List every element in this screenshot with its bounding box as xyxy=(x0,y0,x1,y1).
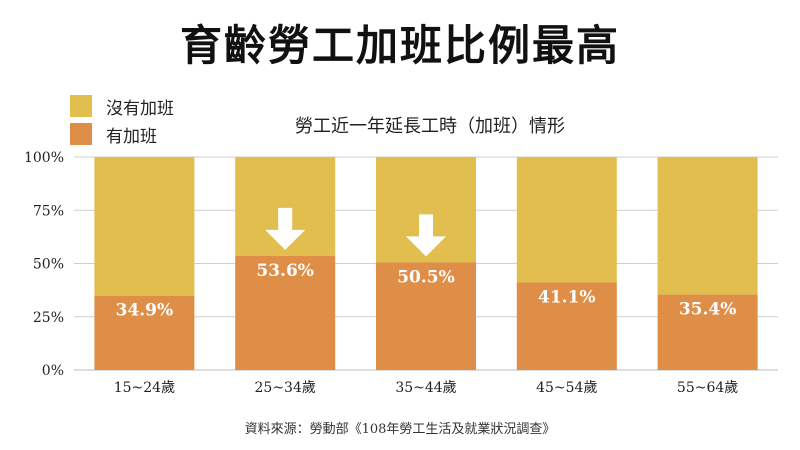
x-tick-label: 25~34歲 xyxy=(255,380,316,396)
bar-segment-no-overtime xyxy=(94,157,195,296)
y-tick-label: 50% xyxy=(33,257,64,273)
data-label: 34.9% xyxy=(116,301,174,321)
source-note: 資料來源：勞動部《108年勞工生活及就業狀況調查》 xyxy=(244,422,556,437)
bar-segment-overtime xyxy=(516,282,617,370)
legend-label-overtime: 有加班 xyxy=(106,126,157,147)
legend-item-overtime: 有加班 xyxy=(70,120,174,148)
x-tick-label: 45~54歲 xyxy=(536,380,597,396)
data-label: 35.4% xyxy=(679,300,737,320)
chart-title: 勞工近一年延長工時（加班）情形 xyxy=(295,116,565,137)
bar-segment-no-overtime xyxy=(516,157,617,283)
bar-segment-no-overtime xyxy=(657,157,758,295)
y-tick-label: 25% xyxy=(33,310,64,326)
data-label: 41.1% xyxy=(538,287,596,307)
y-tick-label: 100% xyxy=(24,150,64,166)
bar-segment-overtime xyxy=(94,295,195,370)
legend-label-no-overtime: 沒有加班 xyxy=(106,98,174,119)
bar-segment-overtime xyxy=(235,255,336,370)
down-arrow-icon xyxy=(406,214,446,257)
x-tick-label: 55~64歲 xyxy=(677,380,738,396)
page-title: 育齡勞工加班比例最高 xyxy=(179,21,620,70)
bar-segment-overtime xyxy=(657,294,758,370)
y-tick-label: 0% xyxy=(42,363,64,379)
legend-item-no-overtime: 沒有加班 xyxy=(70,92,174,120)
legend-swatch-overtime xyxy=(70,123,92,145)
y-tick-label: 75% xyxy=(33,203,64,219)
bar-segment-overtime xyxy=(376,262,476,370)
x-tick-label: 15~24歲 xyxy=(114,380,175,396)
data-label: 53.6% xyxy=(256,261,314,281)
legend: 沒有加班 有加班 xyxy=(70,92,174,148)
legend-swatch-no-overtime xyxy=(70,95,92,117)
x-tick-label: 35~44歲 xyxy=(395,380,456,396)
data-label: 50.5% xyxy=(397,267,455,287)
down-arrow-icon xyxy=(265,207,306,250)
